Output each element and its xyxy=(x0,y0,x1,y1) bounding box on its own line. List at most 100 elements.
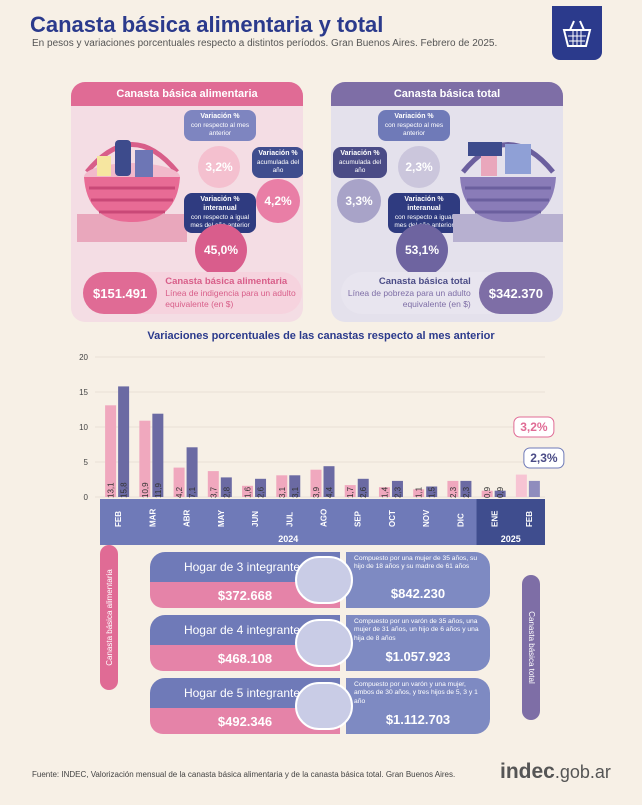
household-4-desc: Compuesto por un varón de 35 años, una m… xyxy=(354,618,479,642)
household-3-desc: Compuesto por una mujer de 35 años, su h… xyxy=(354,555,478,571)
data-label-cba: 2,3 xyxy=(449,486,458,498)
cbt-var-month-value: 2,3% xyxy=(398,146,440,188)
total-basket-illustration xyxy=(453,142,563,242)
family-5-icon xyxy=(295,682,353,730)
household-5-right: Compuesto por un varón y una mujer, ambo… xyxy=(346,678,490,734)
data-label-cba: 4,2 xyxy=(175,486,184,498)
bar-cba xyxy=(378,487,390,497)
data-label-cbt: 3,1 xyxy=(291,486,300,498)
data-label-cbt: 2,3 xyxy=(393,486,402,498)
y-tick-label: 20 xyxy=(79,353,88,362)
cba-var-month-label: Variación % xyxy=(200,113,240,120)
family-3-icon xyxy=(295,556,353,604)
data-label-cbt: 11,9 xyxy=(154,482,163,498)
household-3-cbt: $842.230 xyxy=(390,586,446,601)
bar-cbt xyxy=(426,486,438,497)
bar-cbt xyxy=(357,478,369,497)
household-4-cbt: $1.057.923 xyxy=(385,649,451,664)
x-tick-label: OCT xyxy=(388,510,397,527)
bar-cbt xyxy=(152,413,164,497)
household-5: Hogar de 5 integrantes $492.346 Compuest… xyxy=(150,678,490,734)
data-label-cba: 1,6 xyxy=(244,486,253,498)
cba-var-inter-value: 45,0% xyxy=(195,224,247,276)
cbt-var-inter-label: Variación % interanual xyxy=(404,196,444,212)
callout-cbt: 2,3% xyxy=(530,451,558,465)
cba-var-year-value: 4,2% xyxy=(256,179,300,223)
x-tick-label: MAR xyxy=(148,509,157,527)
data-label-cba: 10,9 xyxy=(141,482,150,498)
cbt-var-year-value: 3,3% xyxy=(337,179,381,223)
bar-cba xyxy=(310,469,322,497)
bar-cba xyxy=(515,474,527,497)
year-label-2025: 2025 xyxy=(501,534,521,544)
side-label-cbt: Canasta básica total xyxy=(522,575,540,720)
data-label-cbt: 2,8 xyxy=(222,486,231,498)
cbt-var-month-label: Variación % xyxy=(394,113,434,120)
data-label-cbt: 15,8 xyxy=(120,482,129,498)
cba-panel-title: Canasta básica alimentaria xyxy=(71,82,303,106)
bar-cbt xyxy=(255,478,267,497)
household-5-name: Hogar de 5 integrantes xyxy=(150,678,340,708)
bar-cba xyxy=(207,471,219,497)
x-tick-label: ENE xyxy=(491,510,500,527)
data-label-cbt: 2,6 xyxy=(257,486,266,498)
cba-var-month-box: Variación % con respecto al mes anterior xyxy=(184,110,256,141)
data-label-cbt: 7,1 xyxy=(188,486,197,498)
x-tick-label: ABR xyxy=(183,509,192,527)
cba-price: $151.491 xyxy=(83,272,158,314)
bar-cba xyxy=(173,467,185,497)
bar-cbt xyxy=(391,480,403,497)
cba-var-year-desc: acumulada del año xyxy=(256,158,300,174)
bar-cbt xyxy=(494,490,506,497)
data-label-cbt: 1,5 xyxy=(428,486,437,498)
side-label-cbt-text: Canasta básica total xyxy=(526,611,536,684)
data-label-cba: 0,9 xyxy=(483,486,492,498)
data-label-cba: 3,1 xyxy=(278,486,287,498)
cba-var-year-label: Variación % xyxy=(258,150,298,157)
x-tick-label: SEP xyxy=(354,510,363,527)
x-axis-band xyxy=(100,499,545,545)
bar-cba xyxy=(481,490,493,497)
data-label-cba: 3,9 xyxy=(312,486,321,498)
data-label-cba: 1,7 xyxy=(346,486,355,498)
data-label-cbt: 0,9 xyxy=(496,486,505,498)
variation-bar-chart: 0 5 10 15 20 13,1 15,8 FEB 10,9 11,9 MAR 4,2 7,1 ABR 3… xyxy=(79,353,565,545)
cbt-var-year-label: Variación % xyxy=(340,150,380,157)
x-tick-label: JUL xyxy=(285,512,294,527)
household-3: Hogar de 3 integrantes $372.668 Compuest… xyxy=(150,552,490,608)
bar-cba xyxy=(139,420,151,497)
bar-cba xyxy=(344,485,356,497)
cbt-price: $342.370 xyxy=(478,272,553,314)
cbt-panel-title: Canasta básica total xyxy=(331,82,563,106)
bar-cba xyxy=(447,480,459,497)
cbt-var-year-desc: acumulada del año xyxy=(338,158,382,174)
bar-cba xyxy=(105,405,117,497)
household-4-right: Compuesto por un varón de 35 años, una m… xyxy=(346,615,490,671)
data-label-cbt: 4,4 xyxy=(325,486,334,498)
family-4-icon xyxy=(295,619,353,667)
data-label-cba: 13,1 xyxy=(107,482,116,498)
cbt-price-bar: Canasta básica total Línea de pobreza pa… xyxy=(341,272,553,314)
cba-var-inter-label: Variación % interanual xyxy=(200,196,240,212)
bar-cba xyxy=(413,489,425,497)
cba-price-desc: Canasta básica alimentaria Línea de indi… xyxy=(157,276,302,309)
data-label-cba: 1,4 xyxy=(380,486,389,498)
cba-var-month-desc: con respecto al mes anterior xyxy=(190,121,250,137)
cbt-name: Canasta básica total xyxy=(378,276,471,288)
side-label-cba-text: Canasta básica alimentaria xyxy=(104,569,114,666)
y-tick-label: 5 xyxy=(84,458,89,467)
indec-logo[interactable]: indec.gob.ar xyxy=(500,760,611,784)
chart-title: Variaciones porcentuales de las canastas… xyxy=(147,330,495,342)
household-4: Hogar de 4 integrantes $468.108 Compuest… xyxy=(150,615,490,671)
bar-cbt xyxy=(118,386,130,497)
cba-desc: Línea de indigencia para un adulto equiv… xyxy=(165,288,296,309)
bar-cbt xyxy=(460,480,472,497)
cba-name: Canasta básica alimentaria xyxy=(165,276,288,288)
x-axis-band-2025 xyxy=(476,499,545,545)
cbt-var-inter-value: 53,1% xyxy=(396,224,448,276)
page-subtitle: En pesos y variaciones porcentuales resp… xyxy=(32,38,498,49)
household-3-right: Compuesto por una mujer de 35 años, su h… xyxy=(346,552,490,608)
indec-logo-rest: .gob.ar xyxy=(554,762,611,782)
x-tick-label: MAY xyxy=(217,509,226,527)
food-basket-illustration xyxy=(77,140,187,242)
